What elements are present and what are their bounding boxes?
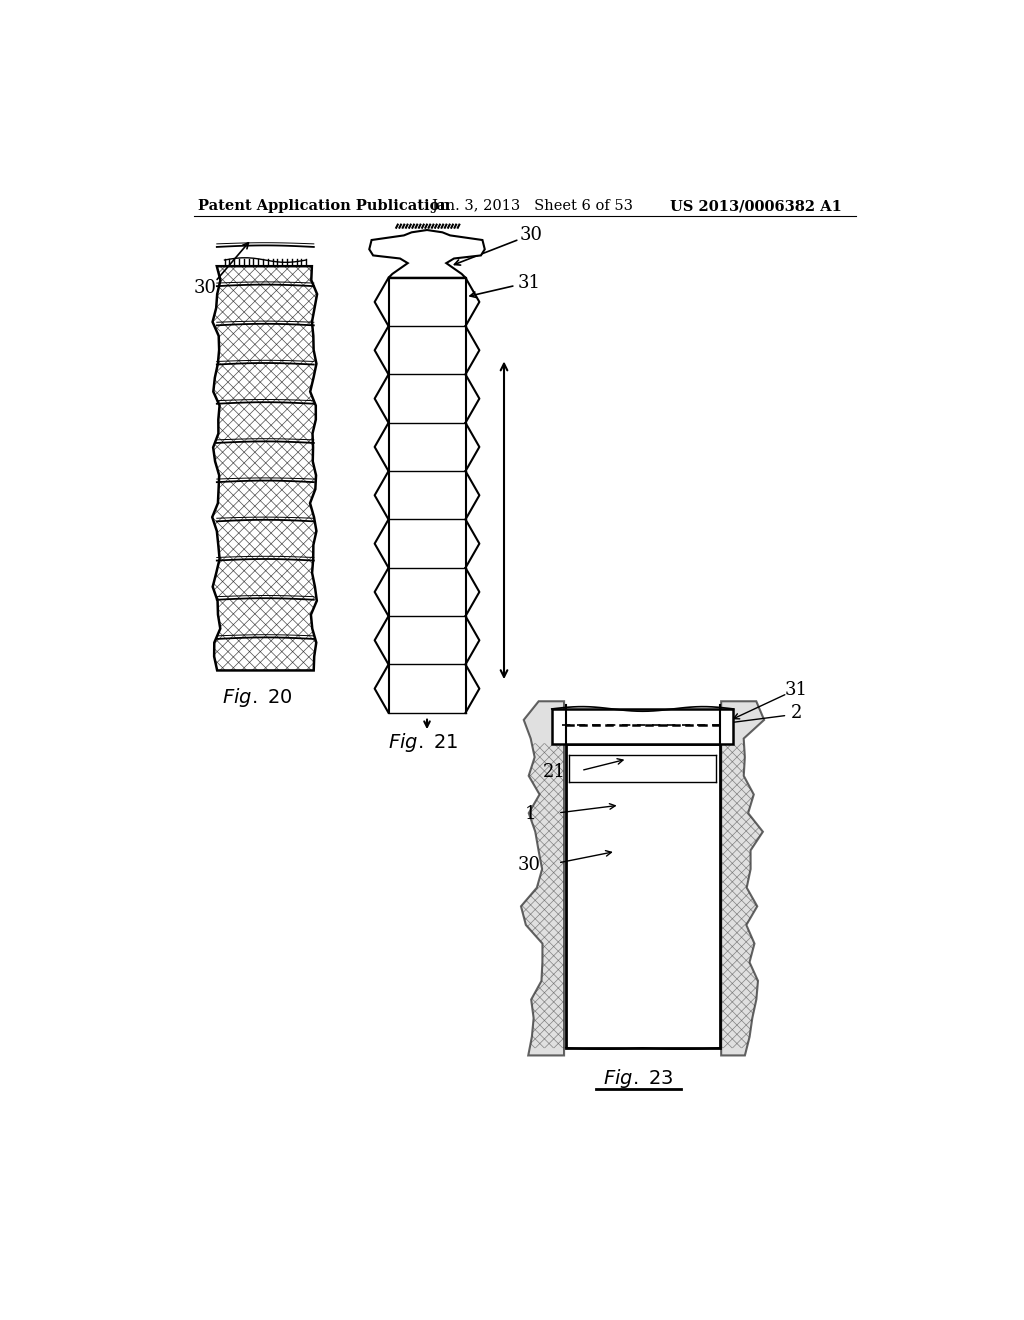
- Polygon shape: [721, 701, 764, 1056]
- Text: $\mathit{Fig.\ 23}$: $\mathit{Fig.\ 23}$: [603, 1067, 674, 1090]
- Polygon shape: [370, 230, 484, 277]
- Text: 31: 31: [517, 275, 540, 292]
- Text: US 2013/0006382 A1: US 2013/0006382 A1: [670, 199, 842, 213]
- Text: 1: 1: [525, 805, 537, 824]
- Text: 30: 30: [194, 279, 217, 297]
- Text: $\mathit{Fig.\ 20}$: $\mathit{Fig.\ 20}$: [222, 686, 293, 709]
- Text: Jan. 3, 2013   Sheet 6 of 53: Jan. 3, 2013 Sheet 6 of 53: [431, 199, 633, 213]
- Bar: [552, 709, 733, 743]
- Text: 30: 30: [517, 857, 540, 874]
- Text: 30: 30: [519, 227, 543, 244]
- Polygon shape: [521, 701, 564, 1056]
- Text: 2: 2: [791, 704, 802, 722]
- Bar: [565, 743, 720, 1048]
- Text: 31: 31: [785, 681, 808, 698]
- Text: 21: 21: [543, 763, 565, 781]
- Polygon shape: [212, 267, 317, 671]
- Text: Patent Application Publication: Patent Application Publication: [199, 199, 451, 213]
- Polygon shape: [388, 277, 466, 713]
- Text: $\mathit{Fig.\ 21}$: $\mathit{Fig.\ 21}$: [388, 730, 459, 754]
